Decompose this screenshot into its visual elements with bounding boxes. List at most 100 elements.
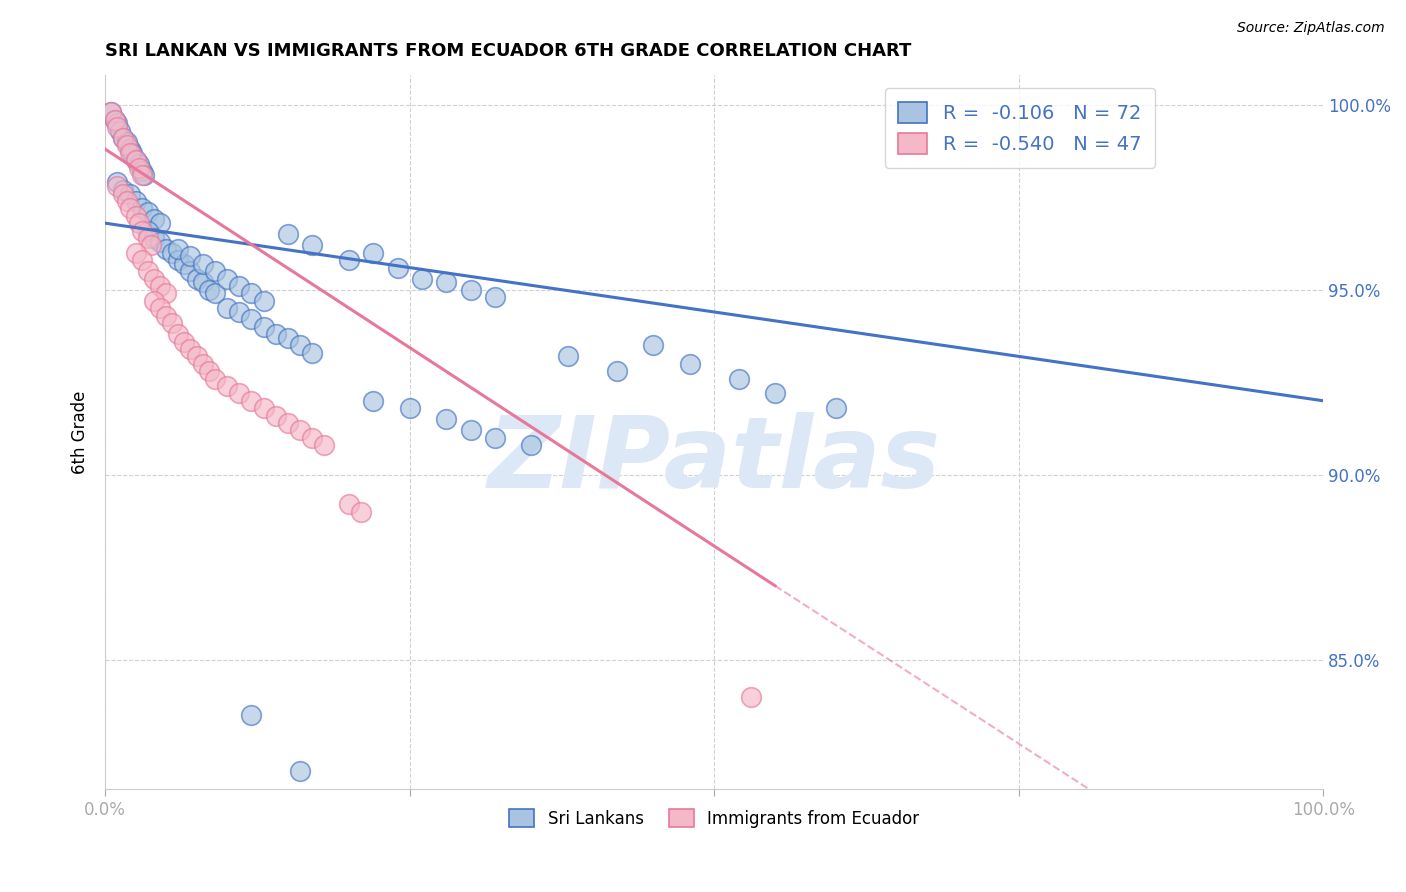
- Point: [825, 401, 848, 416]
- Point: [115, 194, 138, 208]
- Point: [606, 364, 628, 378]
- Point: [124, 153, 146, 168]
- Point: [277, 331, 299, 345]
- Point: [215, 301, 238, 316]
- Point: [105, 179, 128, 194]
- Point: [118, 142, 141, 156]
- Point: [179, 264, 201, 278]
- Point: [337, 253, 360, 268]
- Point: [136, 264, 159, 278]
- Point: [160, 316, 183, 330]
- Point: [740, 690, 762, 704]
- Point: [155, 286, 177, 301]
- Point: [679, 357, 702, 371]
- Point: [361, 245, 384, 260]
- Point: [105, 116, 128, 130]
- Point: [136, 224, 159, 238]
- Point: [104, 112, 127, 127]
- Point: [252, 293, 274, 308]
- Point: [252, 401, 274, 416]
- Point: [252, 319, 274, 334]
- Point: [134, 168, 156, 182]
- Point: [131, 164, 153, 178]
- Point: [484, 290, 506, 304]
- Point: [387, 260, 409, 275]
- Point: [434, 412, 457, 426]
- Text: ZIPatlas: ZIPatlas: [488, 412, 941, 509]
- Point: [149, 279, 172, 293]
- Point: [186, 350, 208, 364]
- Point: [142, 293, 165, 308]
- Point: [128, 216, 150, 230]
- Point: [484, 431, 506, 445]
- Text: Source: ZipAtlas.com: Source: ZipAtlas.com: [1237, 21, 1385, 35]
- Point: [197, 364, 219, 378]
- Point: [167, 327, 190, 342]
- Point: [100, 105, 122, 120]
- Point: [167, 242, 190, 256]
- Point: [264, 409, 287, 423]
- Point: [460, 283, 482, 297]
- Point: [136, 231, 159, 245]
- Point: [191, 357, 214, 371]
- Point: [215, 379, 238, 393]
- Point: [277, 416, 299, 430]
- Point: [131, 253, 153, 268]
- Point: [240, 708, 263, 723]
- Point: [288, 764, 311, 778]
- Point: [136, 205, 159, 219]
- Point: [142, 212, 165, 227]
- Point: [179, 250, 201, 264]
- Point: [118, 145, 141, 160]
- Point: [112, 186, 135, 201]
- Point: [314, 438, 336, 452]
- Point: [460, 423, 482, 437]
- Point: [350, 505, 373, 519]
- Point: [104, 112, 127, 127]
- Point: [215, 271, 238, 285]
- Point: [191, 276, 214, 290]
- Point: [277, 227, 299, 242]
- Point: [141, 238, 163, 252]
- Point: [155, 242, 177, 256]
- Point: [361, 393, 384, 408]
- Point: [100, 105, 122, 120]
- Point: [240, 286, 263, 301]
- Point: [301, 431, 323, 445]
- Point: [124, 209, 146, 223]
- Point: [288, 423, 311, 437]
- Point: [288, 338, 311, 352]
- Point: [197, 283, 219, 297]
- Point: [105, 176, 128, 190]
- Point: [115, 135, 138, 149]
- Point: [112, 131, 135, 145]
- Legend: Sri Lankans, Immigrants from Ecuador: Sri Lankans, Immigrants from Ecuador: [502, 803, 925, 834]
- Point: [124, 153, 146, 168]
- Point: [228, 279, 250, 293]
- Point: [643, 338, 665, 352]
- Point: [337, 497, 360, 511]
- Point: [108, 124, 131, 138]
- Point: [118, 186, 141, 201]
- Point: [240, 312, 263, 326]
- Point: [301, 345, 323, 359]
- Point: [112, 131, 135, 145]
- Point: [520, 438, 543, 452]
- Point: [105, 120, 128, 134]
- Point: [131, 224, 153, 238]
- Point: [115, 138, 138, 153]
- Point: [186, 271, 208, 285]
- Point: [301, 238, 323, 252]
- Point: [204, 286, 226, 301]
- Point: [128, 161, 150, 175]
- Point: [228, 386, 250, 401]
- Point: [264, 327, 287, 342]
- Point: [128, 157, 150, 171]
- Point: [191, 257, 214, 271]
- Point: [142, 271, 165, 285]
- Point: [727, 371, 749, 385]
- Point: [173, 334, 195, 349]
- Point: [763, 386, 786, 401]
- Point: [173, 257, 195, 271]
- Point: [557, 350, 579, 364]
